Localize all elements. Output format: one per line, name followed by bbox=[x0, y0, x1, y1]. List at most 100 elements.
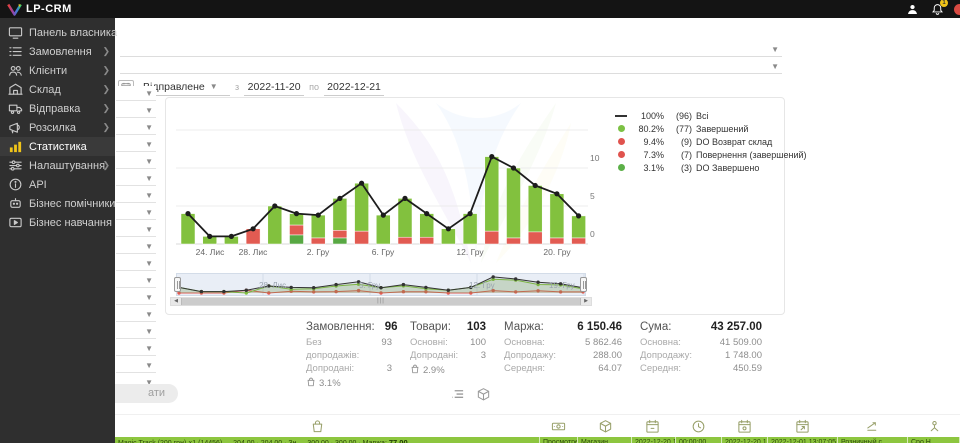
submit-button[interactable]: ати bbox=[96, 384, 178, 403]
mini-filter-select-13[interactable]: ▼ bbox=[116, 290, 156, 305]
scrollbar-thumb[interactable]: ||| bbox=[181, 298, 581, 305]
bar-segment bbox=[549, 193, 565, 239]
user-icon[interactable] bbox=[904, 1, 920, 17]
navigator-scrollbar[interactable]: ◀ ||| ▶ bbox=[170, 297, 592, 306]
line-point bbox=[576, 213, 582, 219]
calendar-check-column-icon[interactable] bbox=[737, 419, 753, 435]
stat-sub-label: Основна: bbox=[504, 337, 545, 348]
chevron-down-icon: ▼ bbox=[145, 174, 153, 183]
sidebar-item-orders[interactable]: Замовлення ❯ bbox=[0, 42, 115, 61]
stat-sub-value: 3 bbox=[386, 363, 392, 374]
filter-select-2[interactable]: ▼ bbox=[120, 57, 782, 74]
chevron-down-icon: ▼ bbox=[145, 157, 153, 166]
sidebar-item-settings[interactable]: Налаштування ❯ bbox=[0, 156, 115, 175]
mini-filter-select-4[interactable]: ▼ bbox=[116, 137, 156, 152]
bag-column-icon[interactable] bbox=[310, 419, 326, 435]
sidebar-item-statistics[interactable]: Статистика bbox=[0, 137, 115, 156]
calendar-column-icon[interactable] bbox=[645, 419, 661, 435]
legend-item[interactable]: 7.3% (7) Повернення (завершений) bbox=[614, 148, 807, 161]
lp-crm-logo-icon bbox=[7, 3, 22, 16]
package-view-icon[interactable] bbox=[476, 387, 492, 403]
list-view-icon[interactable] bbox=[450, 387, 466, 403]
sidebar-item-mailing[interactable]: Розсилка ❯ bbox=[0, 118, 115, 137]
status-select-value: Відправлене bbox=[143, 80, 205, 93]
scroll-left-icon[interactable]: ◀ bbox=[171, 298, 181, 305]
mini-filter-select-10[interactable]: ▼ bbox=[116, 239, 156, 254]
bar-segment bbox=[506, 167, 521, 239]
mini-filter-select-16[interactable]: ▼ bbox=[116, 341, 156, 356]
sidebar-item-api[interactable]: API bbox=[0, 175, 115, 194]
sidebar-item-label: Замовлення bbox=[29, 45, 92, 58]
stat-sub-label: Основна: bbox=[640, 337, 681, 348]
x-axis-tick: 2. Гру bbox=[306, 247, 330, 257]
mini-filter-select-7[interactable]: ▼ bbox=[116, 188, 156, 203]
legend-count: (7) bbox=[681, 149, 692, 160]
sidebar-item-label: Бізнес навчання bbox=[29, 216, 112, 229]
legend-item[interactable]: 3.1% (3) DO Завершено bbox=[614, 161, 807, 174]
stat-sub-label: Без допродажів: bbox=[306, 337, 360, 361]
filter-select-1[interactable]: ▼ bbox=[120, 40, 782, 57]
trend-column-icon[interactable] bbox=[865, 419, 881, 435]
owner-panel-icon bbox=[8, 25, 23, 40]
x-axis-tick: 24. Лис bbox=[195, 247, 225, 257]
mini-filter-select-1[interactable]: ▼ bbox=[116, 86, 156, 101]
avatar[interactable] bbox=[954, 3, 960, 15]
line-point bbox=[250, 226, 256, 232]
legend-item[interactable]: 100% (96) Всі bbox=[614, 109, 807, 122]
sidebar-item-shipping[interactable]: Відправка ❯ bbox=[0, 99, 115, 118]
mini-filter-select-17[interactable]: ▼ bbox=[116, 358, 156, 373]
chart-navigator[interactable]: 28. Лис 5. Гру 12. Гру 19. Гру bbox=[176, 273, 586, 296]
sidebar-item-label: API bbox=[29, 178, 47, 191]
date-from-field[interactable]: 2022-11-20 bbox=[244, 79, 305, 96]
sidebar-item-warehouse[interactable]: Склад ❯ bbox=[0, 80, 115, 99]
bar-segment bbox=[462, 213, 478, 245]
bar-segment bbox=[549, 237, 565, 245]
mini-filter-select-15[interactable]: ▼ bbox=[116, 324, 156, 339]
calendar-export-column-icon[interactable] bbox=[795, 419, 811, 435]
package-column-icon[interactable] bbox=[598, 419, 614, 435]
stat-percent: 2.9% bbox=[423, 365, 445, 376]
x-axis-tick: 20. Гру bbox=[543, 247, 571, 257]
legend-item[interactable]: 80.2% (77) Завершений bbox=[614, 122, 807, 135]
chevron-down-icon: ▼ bbox=[771, 45, 779, 54]
chart-legend: 100% (96) Всі 80.2% (77) Завершений 9.4%… bbox=[614, 109, 807, 174]
line-point bbox=[359, 180, 365, 186]
line-point bbox=[315, 212, 321, 218]
brand[interactable]: LP-CRM bbox=[0, 3, 72, 16]
chevron-down-icon: ▼ bbox=[145, 259, 153, 268]
mini-filter-select-2[interactable]: ▼ bbox=[116, 103, 156, 118]
banknote-column-icon[interactable] bbox=[551, 419, 567, 435]
table-header-row bbox=[115, 414, 960, 437]
sidebar-item-owner-panel[interactable]: Панель власника bbox=[0, 23, 117, 42]
mini-filter-select-14[interactable]: ▼ bbox=[116, 307, 156, 322]
mini-filter-select-3[interactable]: ▼ bbox=[116, 120, 156, 135]
table-row[interactable]: Magic Track (200 грн) ×1 (14456) — 204.0… bbox=[115, 437, 960, 443]
legend-item[interactable]: 9.4% (9) DO Возврат склад bbox=[614, 135, 807, 148]
stat-title: Товари: bbox=[410, 321, 451, 333]
navigator-handle-right[interactable] bbox=[580, 277, 587, 292]
mini-filter-select-6[interactable]: ▼ bbox=[116, 171, 156, 186]
bell-icon[interactable]: 1 bbox=[929, 0, 948, 17]
date-to-field[interactable]: 2022-12-21 bbox=[324, 79, 385, 96]
navigator-handle-left[interactable] bbox=[174, 277, 181, 292]
sidebar-item-clients[interactable]: Клієнти ❯ bbox=[0, 61, 115, 80]
scroll-right-icon[interactable]: ▶ bbox=[581, 298, 591, 305]
legend-count: (9) bbox=[681, 136, 692, 147]
clock-column-icon[interactable] bbox=[691, 419, 707, 435]
chevron-down-icon: ▼ bbox=[145, 225, 153, 234]
sidebar-item-business-helpers[interactable]: Бізнес помічники bbox=[0, 194, 115, 213]
group-column-icon[interactable] bbox=[927, 419, 943, 435]
mini-filter-select-9[interactable]: ▼ bbox=[116, 222, 156, 237]
sidebar-item-business-training[interactable]: Бізнес навчання bbox=[0, 213, 115, 232]
legend-count: (77) bbox=[675, 123, 692, 134]
line-point bbox=[207, 233, 213, 239]
mini-filter-select-11[interactable]: ▼ bbox=[116, 256, 156, 271]
table-cell: Розничный с… bbox=[838, 437, 908, 443]
mini-filter-select-5[interactable]: ▼ bbox=[116, 154, 156, 169]
business-helpers-icon bbox=[8, 196, 23, 211]
mini-filter-select-8[interactable]: ▼ bbox=[116, 205, 156, 220]
chevron-down-icon: ▼ bbox=[145, 208, 153, 217]
status-select[interactable]: Відправлене ▼ bbox=[138, 79, 230, 96]
stat-sub-label: Допродажу: bbox=[504, 350, 557, 361]
mini-filter-select-12[interactable]: ▼ bbox=[116, 273, 156, 288]
